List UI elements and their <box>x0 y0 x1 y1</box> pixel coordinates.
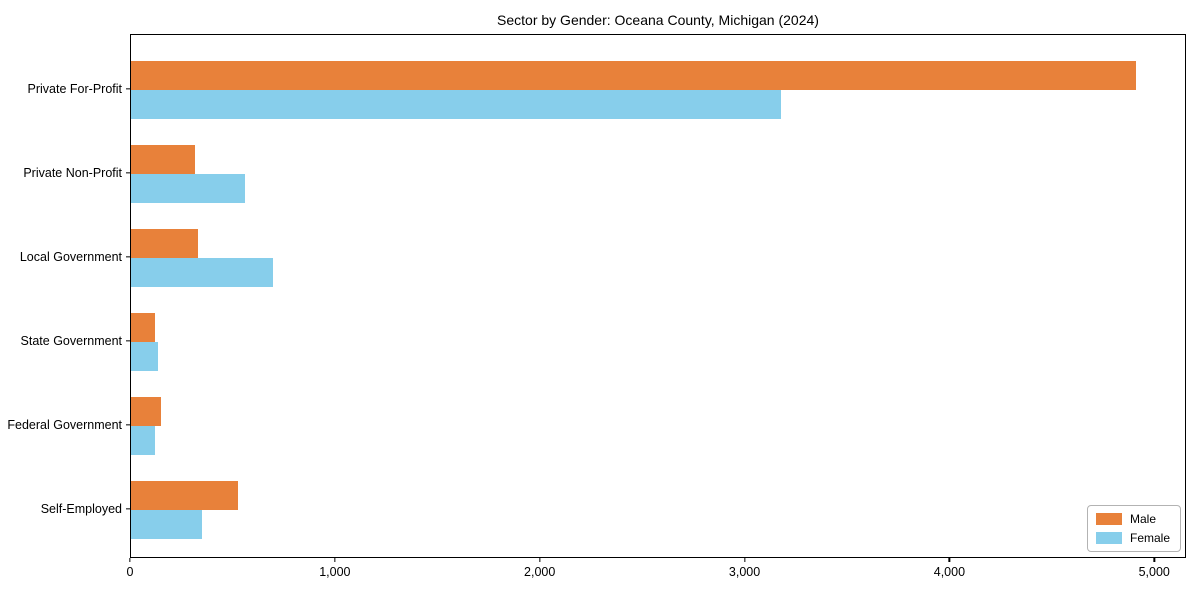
bar-female-2 <box>131 258 274 287</box>
x-tick-label: 3,000 <box>728 565 761 579</box>
x-tick-label: 0 <box>126 565 134 579</box>
x-tick-label: 1,000 <box>319 565 351 579</box>
y-tick-mark <box>126 424 130 426</box>
bar-female-1 <box>131 174 246 203</box>
x-tick-mark <box>539 558 541 562</box>
x-tick-mark <box>1153 558 1155 562</box>
bar-male-1 <box>131 145 196 174</box>
y-axis-label: Private Non-Profit <box>23 166 122 180</box>
legend: Male Female <box>1086 505 1181 552</box>
x-tick-label: 2,000 <box>524 565 556 579</box>
x-tick-mark <box>334 558 336 562</box>
bar-female-5 <box>131 510 202 539</box>
bar-group-0 <box>131 48 1185 132</box>
bar-female-4 <box>131 426 155 455</box>
plot-area: Male Female <box>130 34 1186 558</box>
x-tick-label: 5,000 <box>1138 565 1170 579</box>
legend-label-male: Male <box>1129 512 1156 526</box>
legend-swatch-female <box>1095 532 1122 544</box>
y-tick-mark <box>126 88 130 90</box>
y-axis-label: Self-Employed <box>40 502 122 516</box>
bar-female-3 <box>131 342 158 371</box>
y-axis-label: Private For-Profit <box>27 82 122 96</box>
chart-title: Sector by Gender: Oceana County, Michiga… <box>497 12 819 28</box>
y-tick-mark <box>126 256 130 258</box>
y-axis-label: State Government <box>20 334 122 348</box>
y-axis-label: Federal Government <box>7 418 122 432</box>
y-tick-mark <box>126 172 130 174</box>
y-tick-mark <box>126 508 130 510</box>
bar-group-4 <box>131 384 1185 468</box>
bar-group-1 <box>131 132 1185 216</box>
bar-male-2 <box>131 229 199 258</box>
legend-label-female: Female <box>1129 531 1170 545</box>
bar-group-3 <box>131 300 1185 384</box>
bar-male-3 <box>131 313 155 342</box>
y-axis-label: Local Government <box>19 250 122 264</box>
x-tick-mark <box>948 558 951 562</box>
legend-entry-male: Male <box>1095 512 1170 526</box>
x-tick-mark <box>129 558 131 562</box>
legend-swatch-male <box>1095 513 1122 525</box>
bar-female-0 <box>131 90 782 119</box>
bars-container <box>131 35 1185 557</box>
y-tick-mark <box>126 340 130 342</box>
bar-group-2 <box>131 216 1185 300</box>
legend-entry-female: Female <box>1095 531 1170 545</box>
x-tick-mark <box>743 558 746 562</box>
x-tick-label: 4,000 <box>933 565 966 579</box>
bar-male-5 <box>131 481 239 510</box>
bar-group-5 <box>131 468 1185 552</box>
bar-male-4 <box>131 397 162 426</box>
bar-male-0 <box>131 61 1136 90</box>
